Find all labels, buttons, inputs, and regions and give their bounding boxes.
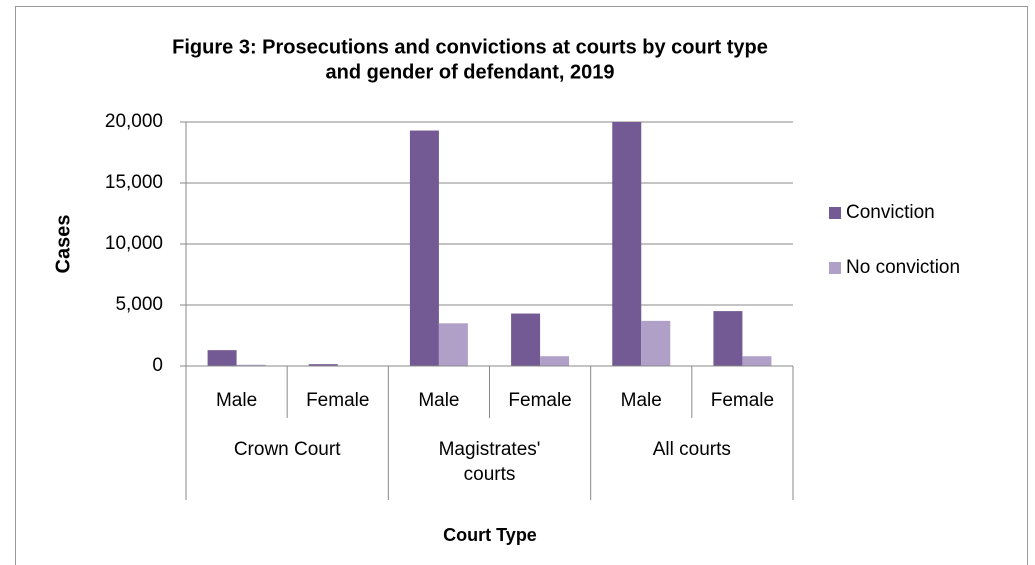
group-label: Magistrates' courts	[438, 439, 541, 485]
legend-label: Conviction	[846, 202, 935, 223]
bar	[641, 320, 671, 366]
legend-swatch	[829, 262, 841, 274]
legend-label: No conviction	[846, 257, 960, 278]
chart-title: Figure 3: Prosecutions and convictions a…	[172, 36, 768, 58]
bar	[438, 323, 468, 366]
x-tick-label: Male	[418, 390, 459, 411]
y-tick-label: 0	[152, 355, 163, 376]
y-tick-label: 20,000	[105, 111, 163, 132]
x-tick-label: Male	[621, 390, 662, 411]
legend-swatch	[829, 207, 841, 219]
bar	[742, 356, 772, 366]
y-axis-label: Cases	[52, 215, 74, 274]
x-tick-label: Female	[508, 390, 571, 411]
bar	[612, 122, 642, 366]
bar	[511, 313, 541, 366]
bar	[540, 356, 570, 366]
x-tick-label: Female	[711, 390, 774, 411]
bar	[236, 364, 266, 366]
bar	[308, 364, 338, 366]
x-tick-label: Female	[306, 390, 369, 411]
group-label: All courts	[652, 439, 731, 460]
x-tick-label: Male	[216, 390, 257, 411]
y-tick-label: 15,000	[105, 172, 163, 193]
chart-title: and gender of defendant, 2019	[326, 61, 615, 83]
chart-border	[15, 6, 1028, 565]
bar	[207, 350, 237, 366]
y-tick-label: 5,000	[115, 294, 163, 315]
bar	[409, 130, 439, 366]
bar	[713, 311, 743, 366]
x-axis-label: Court Type	[443, 525, 537, 545]
group-label: Crown Court	[233, 439, 341, 460]
y-tick-label: 10,000	[105, 233, 163, 254]
